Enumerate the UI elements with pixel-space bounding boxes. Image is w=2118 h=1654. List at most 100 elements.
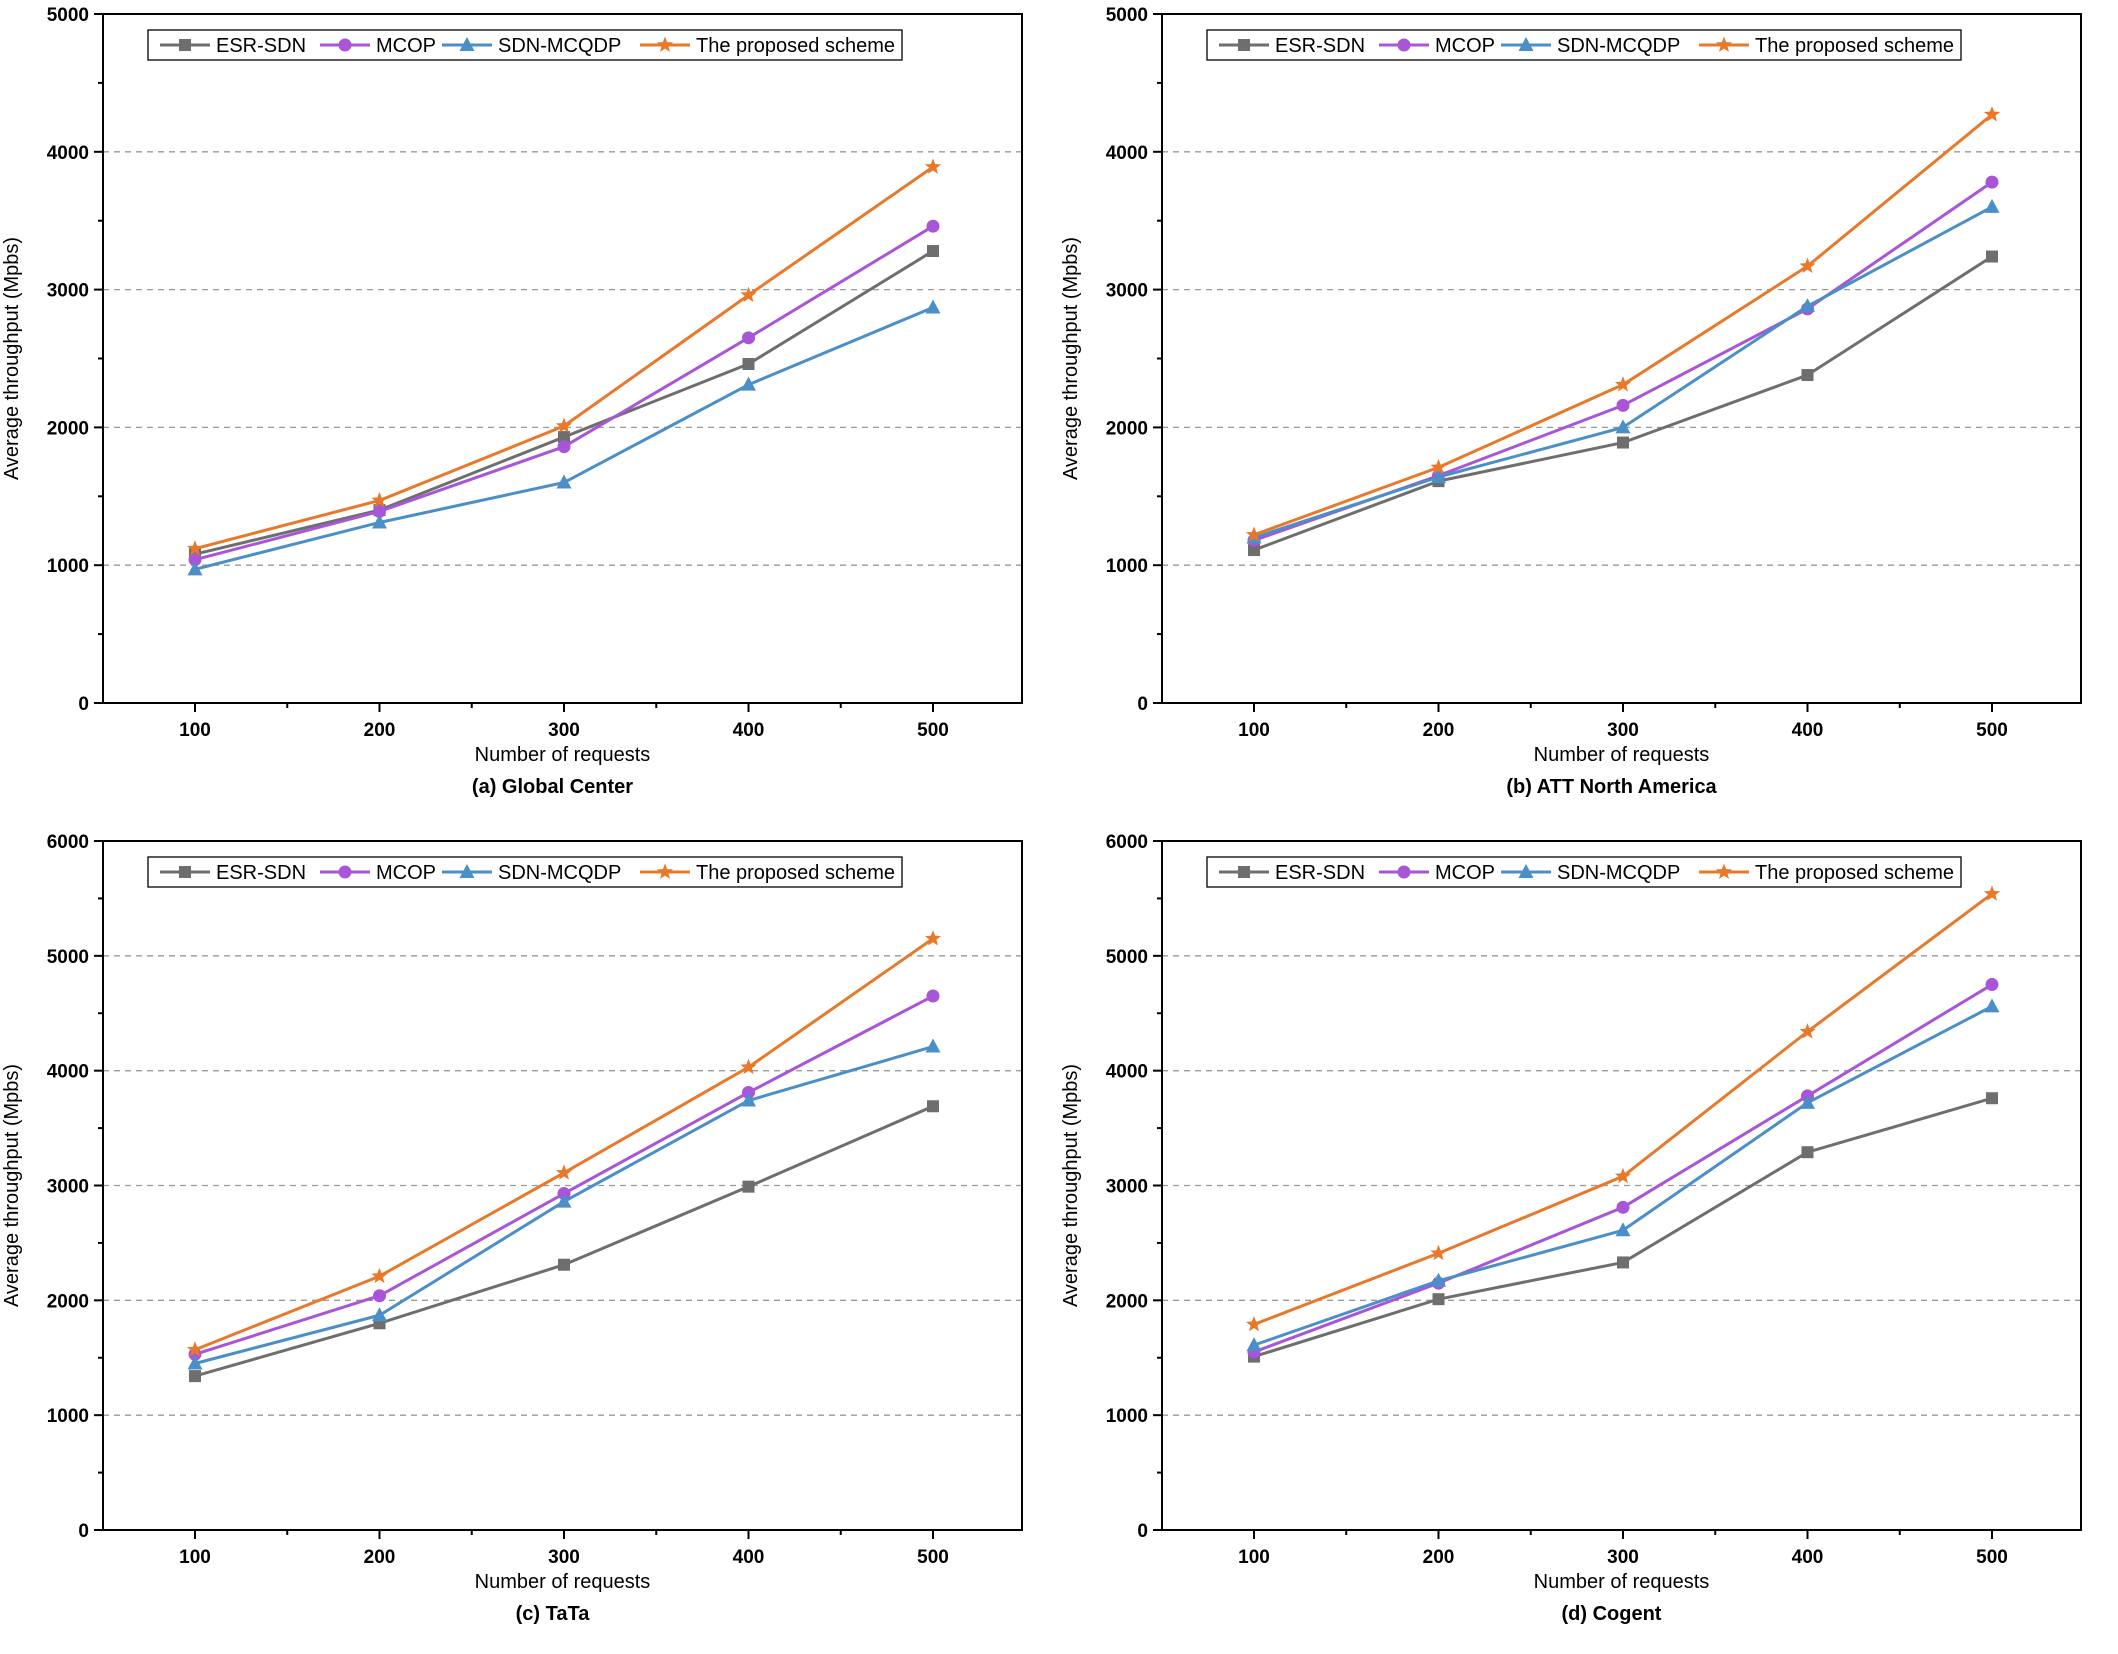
- legend-item-sdn-mcqdp: SDN-MCQDP: [1501, 862, 1680, 884]
- data-point: [1801, 369, 1814, 382]
- series-sdn-mcqdp: [1246, 998, 2000, 1352]
- y-tick-label: 4000: [1106, 1062, 1148, 1083]
- series-esr-sdn: [1248, 250, 1998, 557]
- legend-item-sdn-mcqdp: SDN-MCQDP: [1501, 35, 1680, 57]
- x-tick-label: 500: [917, 1547, 949, 1568]
- legend: ESR-SDN MCOP SDN-MCQDP The proposed scheme: [1206, 856, 1962, 888]
- legend-item-mcop: MCOP: [320, 862, 436, 884]
- y-axis: 0 1000 2000 3000 4000 5000: [1106, 5, 1162, 715]
- x-axis: 100 200 300 400 500: [1238, 703, 2008, 741]
- series-mcop: [1247, 175, 1999, 547]
- chart-panel-att-north-america: 0 1000 2000 3000 4000 5000 100 200 300 400 500 Numb…: [1059, 0, 2118, 827]
- data-point: [927, 245, 939, 258]
- x-axis: 100 200 300 400 500: [1238, 1530, 2008, 1568]
- data-point: [556, 474, 572, 489]
- legend: ESR-SDN MCOP SDN-MCQDP The proposed scheme: [1206, 29, 1962, 61]
- x-axis-title: Number of requests: [475, 744, 651, 766]
- x-tick-label: 500: [1976, 720, 2008, 741]
- data-point: [1246, 1337, 1262, 1352]
- x-tick-label: 400: [733, 1547, 765, 1568]
- data-point: [1983, 885, 2001, 901]
- data-point: [742, 331, 755, 345]
- legend-box: [147, 856, 903, 888]
- series-mcop: [188, 989, 940, 1361]
- x-tick-label: 400: [1792, 720, 1824, 741]
- x-tick-label: 400: [733, 720, 765, 741]
- y-tick-label: 1000: [1106, 1406, 1148, 1427]
- legend-item-the-proposed-scheme: The proposed scheme: [1699, 862, 1954, 884]
- legend-label: MCOP: [376, 35, 436, 57]
- legend-marker: [338, 865, 352, 879]
- legend-label: ESR-SDN: [1275, 862, 1365, 884]
- x-tick-label: 200: [364, 720, 396, 741]
- x-tick-label: 100: [1238, 720, 1270, 741]
- data-point: [186, 1341, 204, 1357]
- legend-item-the-proposed-scheme: The proposed scheme: [640, 35, 895, 57]
- legend: ESR-SDN MCOP SDN-MCQDP The proposed scheme: [147, 29, 903, 61]
- chart-panel-global-center: 0 1000 2000 3000 4000 5000 100 200 300 400 500 Numb…: [0, 0, 1059, 827]
- legend-item-esr-sdn: ESR-SDN: [1219, 862, 1365, 884]
- legend-marker: [1238, 866, 1250, 878]
- data-point: [1245, 526, 1263, 542]
- y-tick-label: 0: [78, 694, 89, 715]
- data-point: [1245, 1315, 1263, 1332]
- series-the-proposed-scheme: [186, 930, 942, 1357]
- data-point: [1616, 1200, 1630, 1214]
- x-tick-label: 400: [1792, 1547, 1824, 1568]
- series-line: [194, 224, 934, 562]
- data-point: [1985, 175, 1999, 189]
- y-tick-label: 4000: [47, 1062, 89, 1083]
- legend-label: SDN-MCQDP: [498, 35, 621, 57]
- series-the-proposed-scheme: [1245, 885, 2001, 1332]
- y-tick-label: 4000: [47, 143, 89, 164]
- legend-item-esr-sdn: ESR-SDN: [160, 35, 306, 57]
- y-tick-label: 1000: [47, 556, 89, 577]
- data-point: [1617, 1256, 1629, 1269]
- data-point: [186, 540, 204, 556]
- legend-marker: [1518, 37, 1534, 51]
- legend-item-esr-sdn: ESR-SDN: [160, 862, 306, 884]
- data-point: [372, 514, 387, 529]
- data-point: [557, 1187, 571, 1201]
- data-point: [741, 1092, 756, 1107]
- x-tick-label: 500: [917, 720, 949, 741]
- x-tick-label: 100: [1238, 1547, 1270, 1568]
- data-point: [1431, 469, 1446, 484]
- gridlines: [103, 955, 1022, 1416]
- y-axis-title: Average throughput (Mpbs): [1060, 237, 1082, 480]
- data-point: [372, 1307, 387, 1322]
- data-point: [1614, 1167, 1632, 1184]
- data-point: [740, 286, 757, 302]
- legend-label: MCOP: [1435, 35, 1495, 57]
- legend-label: The proposed scheme: [696, 862, 895, 884]
- data-point: [558, 1258, 570, 1271]
- data-point: [1983, 106, 2001, 122]
- y-tick-label: 1000: [1106, 556, 1148, 577]
- data-point: [1615, 419, 1631, 434]
- y-tick-label: 5000: [1106, 5, 1148, 26]
- data-point: [371, 491, 388, 508]
- legend-item-mcop: MCOP: [320, 35, 436, 57]
- gridlines: [103, 151, 1022, 566]
- data-point: [1799, 1023, 1816, 1039]
- data-point: [1617, 436, 1629, 449]
- gridlines: [1162, 955, 2081, 1416]
- legend-item-mcop: MCOP: [1379, 862, 1495, 884]
- series-line: [194, 249, 934, 556]
- chart-caption: (c) TaTa: [516, 1603, 591, 1625]
- legend-marker: [1397, 865, 1411, 879]
- data-point: [742, 1180, 755, 1193]
- legend-item-sdn-mcqdp: SDN-MCQDP: [442, 862, 621, 884]
- legend-label: MCOP: [376, 862, 436, 884]
- y-tick-label: 3000: [47, 1177, 89, 1198]
- y-tick-label: 6000: [47, 832, 89, 853]
- chart-caption: (a) Global Center: [472, 776, 633, 798]
- data-point: [555, 1164, 573, 1180]
- data-point: [927, 1100, 939, 1113]
- x-tick-label: 300: [1607, 720, 1639, 741]
- legend-marker: [1715, 863, 1733, 879]
- x-axis-title: Number of requests: [475, 1571, 651, 1593]
- data-point: [1984, 198, 2000, 213]
- y-tick-label: 3000: [47, 281, 89, 302]
- series-sdn-mcqdp: [187, 299, 941, 576]
